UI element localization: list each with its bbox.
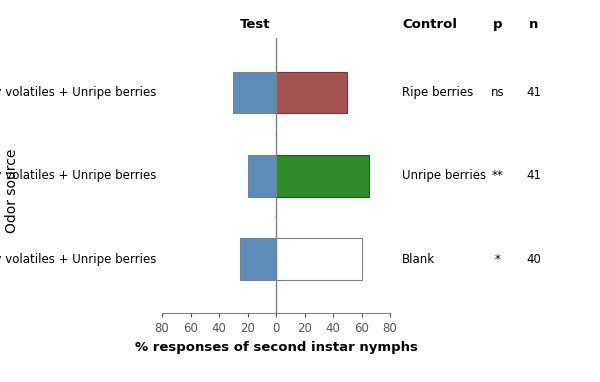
- Bar: [248, 155, 276, 197]
- Text: 40: 40: [527, 253, 541, 265]
- Text: 41: 41: [527, 86, 542, 99]
- Bar: [241, 238, 276, 280]
- Text: *: *: [495, 253, 501, 265]
- Text: Odor source: Odor source: [5, 149, 19, 233]
- Text: Ripe berry volatiles + Unripe berries: Ripe berry volatiles + Unripe berries: [0, 86, 156, 99]
- Bar: [233, 71, 276, 113]
- Text: ns: ns: [491, 86, 505, 99]
- Text: Ripe berries: Ripe berries: [402, 86, 473, 99]
- Text: Ripe berry volatiles + Unripe berries: Ripe berry volatiles + Unripe berries: [0, 253, 156, 265]
- Text: Blank: Blank: [402, 253, 435, 265]
- X-axis label: % responses of second instar nymphs: % responses of second instar nymphs: [134, 341, 418, 354]
- Text: Ripe berry volatiles + Unripe berries: Ripe berry volatiles + Unripe berries: [0, 169, 156, 182]
- Bar: [276, 71, 347, 113]
- Text: p: p: [493, 18, 503, 31]
- Text: **: **: [492, 169, 504, 182]
- Text: Unripe berries: Unripe berries: [402, 169, 486, 182]
- Text: Control: Control: [402, 18, 457, 31]
- Text: n: n: [529, 18, 539, 31]
- Text: 41: 41: [527, 169, 542, 182]
- Bar: [276, 155, 368, 197]
- Text: Test: Test: [239, 18, 270, 31]
- Bar: [276, 238, 361, 280]
